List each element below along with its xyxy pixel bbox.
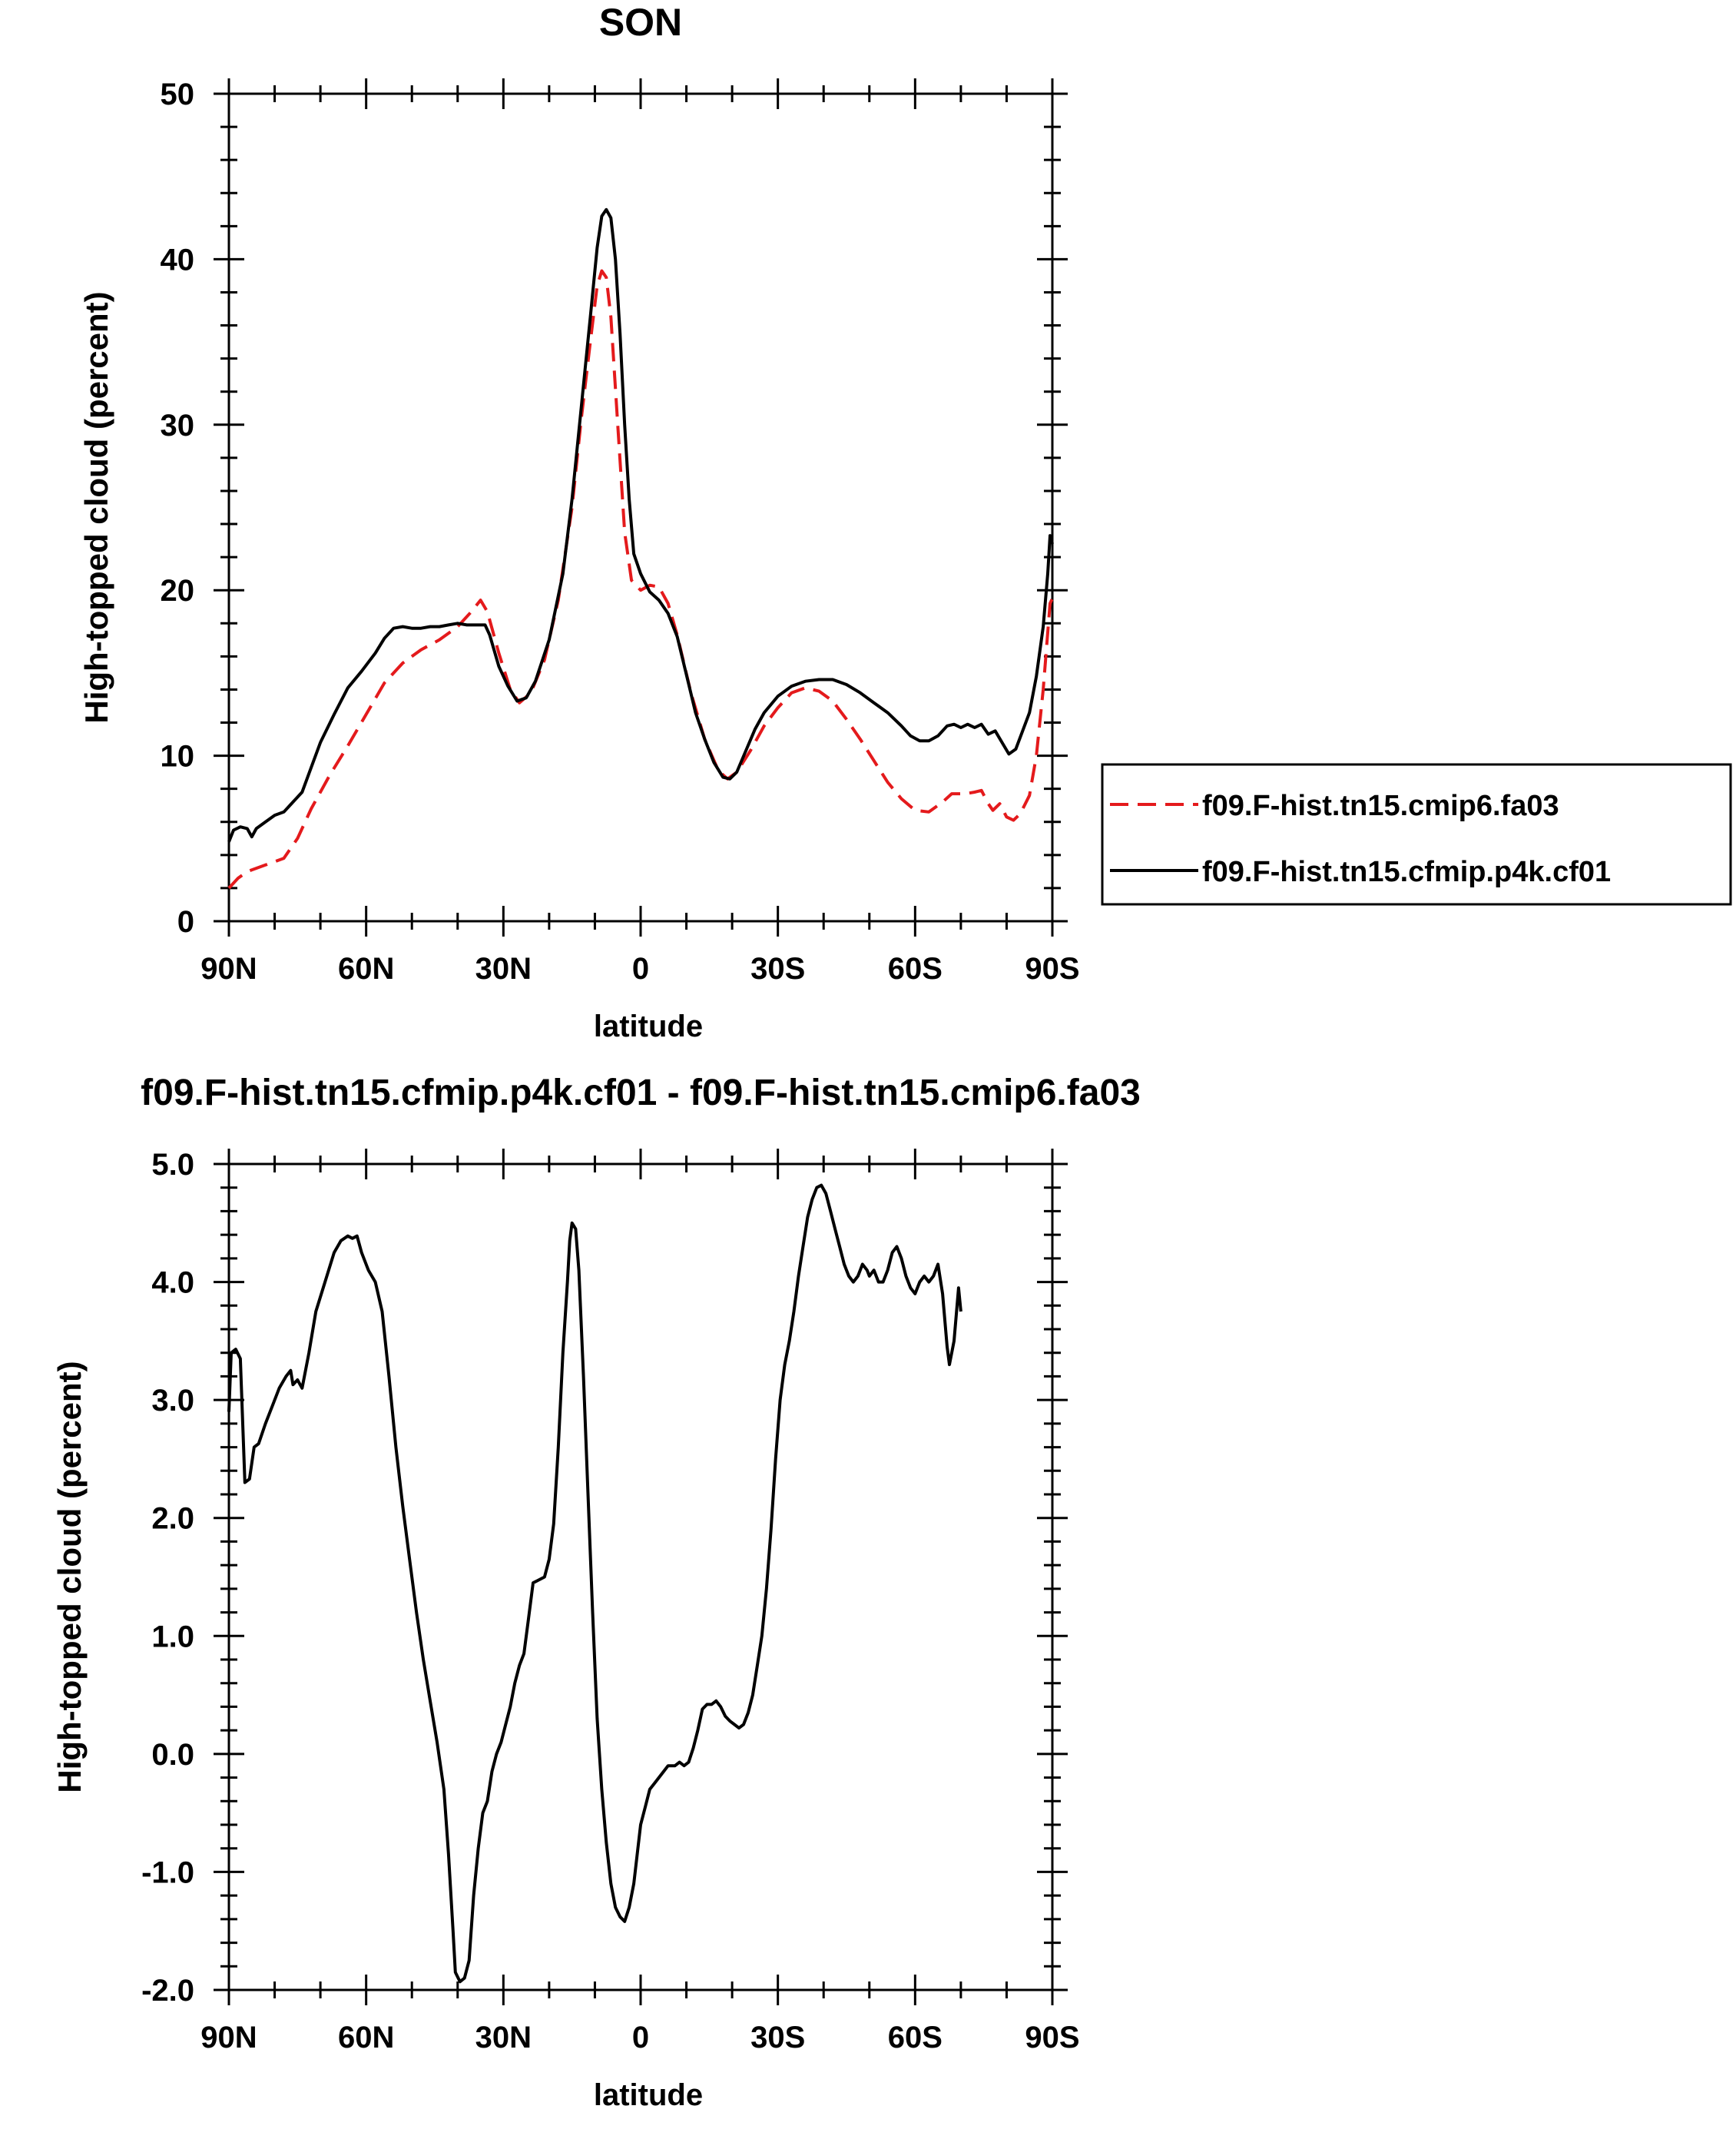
series-line-1 <box>227 269 1054 890</box>
y-tick-label: 30 <box>161 409 195 443</box>
chart-title: SON <box>599 1 682 44</box>
y-axis-label: High-topped cloud (percent) <box>51 1361 88 1792</box>
x-tick-label: 0 <box>632 952 649 986</box>
y-axis-label: High-topped cloud (percent) <box>78 291 114 723</box>
plot-frame <box>227 1162 1054 1991</box>
x-tick-label: 30S <box>750 2021 805 2054</box>
x-tick-label: 90N <box>200 952 257 986</box>
legend-box <box>1101 763 1732 906</box>
legend-label-2: f09.F-hist.tn15.cfmip.p4k.cf01 <box>1202 856 1611 888</box>
y-tick-label: 0.0 <box>151 1738 194 1772</box>
y-tick-label: 40 <box>161 243 195 277</box>
x-tick-label: 90S <box>1025 2021 1079 2054</box>
bottom-panel: f09.F-hist.tn15.cfmip.p4k.cf01 - f09.F-h… <box>51 1073 1141 2112</box>
x-tick-label: 60N <box>338 952 394 986</box>
x-tick-label: 30N <box>475 2021 532 2054</box>
y-tick-label: -2.0 <box>141 1974 194 2008</box>
legend-label-1: f09.F-hist.tn15.cmip6.fa03 <box>1202 790 1559 822</box>
y-tick-label: 50 <box>161 78 195 111</box>
x-tick-label: 90N <box>200 2021 257 2054</box>
y-tick-label: 0 <box>177 905 194 939</box>
series-line-1 <box>227 1183 962 1984</box>
x-tick-label: 30S <box>750 952 805 986</box>
y-tick-label: 3.0 <box>151 1384 194 1418</box>
y-tick-label: 2.0 <box>151 1502 194 1536</box>
y-tick-label: 1.0 <box>151 1620 194 1653</box>
x-tick-label: 60S <box>888 952 943 986</box>
x-axis-label: latitude <box>594 2078 703 2112</box>
series-line-2 <box>227 207 1054 843</box>
y-tick-label: 20 <box>161 574 195 608</box>
x-tick-label: 60S <box>888 2021 943 2054</box>
y-tick-label: 5.0 <box>151 1148 194 1182</box>
x-tick-label: 30N <box>475 952 532 986</box>
y-tick-label: 4.0 <box>151 1266 194 1300</box>
x-axis-label: latitude <box>594 1010 703 1043</box>
x-tick-label: 60N <box>338 2021 394 2054</box>
x-tick-label: 0 <box>632 2021 649 2054</box>
chart-title: f09.F-hist.tn15.cfmip.p4k.cf01 - f09.F-h… <box>141 1073 1141 1113</box>
x-tick-label: 90S <box>1025 952 1079 986</box>
y-tick-label: 10 <box>161 740 195 774</box>
legend: f09.F-hist.tn15.cmip6.fa03 f09.F-hist.tn1… <box>1101 763 1732 906</box>
plot-frame <box>227 92 1054 923</box>
y-tick-label: -1.0 <box>141 1855 194 1889</box>
top-panel: SON 90N 60N 30N 0 30S 60S 90S latitude 0 10 20 30 40 5… <box>78 1 1080 1043</box>
